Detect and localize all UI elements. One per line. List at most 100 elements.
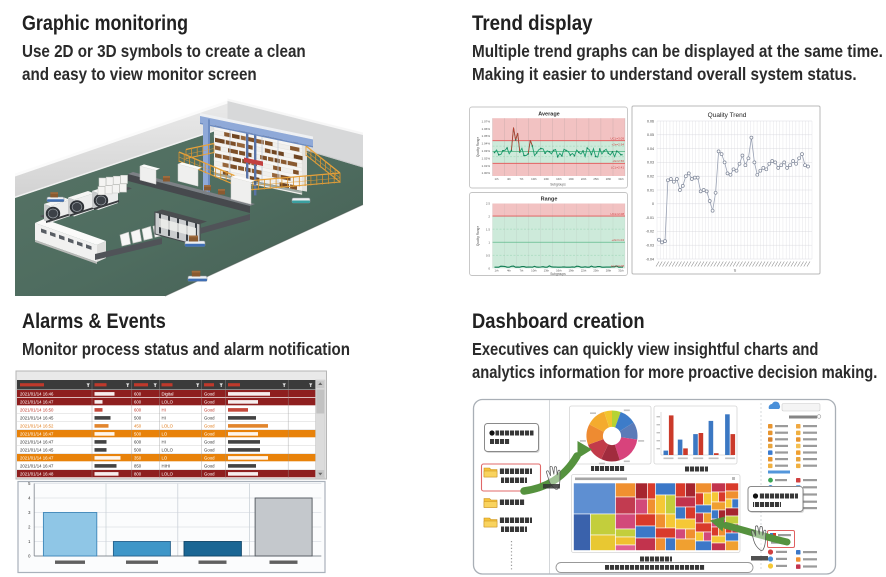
svg-text:22th: 22th (581, 269, 587, 273)
svg-text:Good: Good (204, 440, 215, 445)
svg-text:5: 5 (28, 481, 31, 486)
svg-text:2: 2 (28, 525, 31, 530)
svg-text:LO: LO (162, 456, 168, 461)
svg-text:HI: HI (162, 408, 166, 413)
svg-text:-0.03: -0.03 (646, 244, 654, 248)
svg-text:-0.04: -0.04 (646, 257, 654, 261)
svg-text:1: 1 (28, 539, 31, 544)
svg-text:LOLO: LOLO (162, 424, 174, 429)
svg-text:+2s=2.94: +2s=2.94 (611, 143, 624, 147)
svg-text:0.5: 0.5 (486, 254, 491, 258)
svg-text:31th: 31th (618, 269, 624, 273)
svg-text:0.01: 0.01 (647, 188, 654, 192)
svg-text:-0.01: -0.01 (646, 216, 654, 220)
svg-text:Subgroups: Subgroups (550, 183, 566, 187)
svg-text:1.02%: 1.02% (481, 156, 490, 160)
svg-text:16th: 16th (556, 177, 562, 181)
svg-text:800: 800 (134, 472, 142, 477)
svg-text:1th: 1th (495, 177, 499, 181)
svg-text:0.06: 0.06 (647, 119, 654, 123)
svg-text:Average: Average (538, 112, 560, 118)
svg-text:Good: Good (204, 400, 215, 405)
svg-text:1.5: 1.5 (486, 228, 491, 232)
svg-text:2021/01/14 16:47: 2021/01/14 16:47 (20, 456, 54, 461)
svg-text:4: 4 (28, 496, 31, 501)
svg-text:LCL=2.41: LCL=2.41 (611, 165, 624, 169)
svg-text:-0.02: -0.02 (646, 230, 654, 234)
svg-text:500: 500 (134, 432, 142, 437)
svg-text:2021/01/14 16:50: 2021/01/14 16:50 (20, 408, 54, 413)
svg-text:+2s=1.04: +2s=1.04 (611, 238, 624, 242)
svg-text:LOLO: LOLO (162, 448, 174, 453)
svg-text:LCL=0.08: LCL=0.08 (611, 264, 624, 268)
svg-text:UCL=2.08: UCL=2.08 (610, 212, 624, 216)
svg-text:7th: 7th (519, 269, 523, 273)
svg-text:0: 0 (488, 267, 490, 271)
svg-text:UCL=3.09: UCL=3.09 (610, 137, 624, 141)
svg-text:0.04: 0.04 (647, 147, 654, 151)
svg-text:2021/01/14 16:48: 2021/01/14 16:48 (20, 472, 54, 477)
svg-text:HI: HI (162, 416, 166, 421)
svg-text:1.01%: 1.01% (481, 164, 490, 168)
svg-text:500: 500 (134, 448, 142, 453)
svg-text:Good: Good (204, 392, 215, 397)
svg-text:0: 0 (652, 202, 654, 206)
svg-text:LOLO: LOLO (162, 400, 174, 405)
svg-text:2021/01/14 16:46: 2021/01/14 16:46 (20, 392, 54, 397)
svg-text:7th: 7th (519, 177, 523, 181)
svg-text:10th: 10th (531, 177, 537, 181)
svg-text:13th: 13th (544, 177, 550, 181)
svg-text:4th: 4th (507, 269, 511, 273)
svg-text:0: 0 (28, 554, 31, 559)
svg-text:Good: Good (204, 416, 215, 421)
svg-text:2021/01/14 16:47: 2021/01/14 16:47 (20, 464, 54, 469)
svg-text:10th: 10th (531, 269, 537, 273)
svg-text:2021/01/14 16:47: 2021/01/14 16:47 (20, 432, 54, 437)
svg-text:Good: Good (204, 464, 215, 469)
svg-text:850: 850 (134, 464, 142, 469)
svg-text:1.04%: 1.04% (481, 142, 490, 146)
svg-text:600: 600 (134, 392, 142, 397)
svg-text:Digital: Digital (162, 392, 174, 397)
svg-text:LO: LO (162, 432, 168, 437)
svg-text:450: 450 (134, 424, 142, 429)
svg-text:ts: ts (734, 269, 737, 273)
svg-text:Good: Good (204, 432, 215, 437)
svg-text:Subgroups: Subgroups (550, 272, 566, 276)
svg-text:600: 600 (134, 440, 142, 445)
svg-text:HI: HI (162, 440, 166, 445)
svg-text:2: 2 (488, 215, 490, 219)
svg-text:28th: 28th (606, 269, 612, 273)
svg-text:1.06%: 1.06% (481, 127, 490, 131)
svg-text:Quality Range: Quality Range (476, 226, 480, 246)
svg-text:2021/01/14 16:47: 2021/01/14 16:47 (20, 400, 54, 405)
svg-text:Quality Range: Quality Range (476, 137, 480, 157)
svg-text:2021/01/14 16:52: 2021/01/14 16:52 (20, 424, 54, 429)
svg-text:0.02: 0.02 (647, 175, 654, 179)
svg-text:1.00%: 1.00% (481, 171, 490, 175)
svg-text:600: 600 (134, 400, 142, 405)
svg-text:HIHI: HIHI (162, 464, 171, 469)
svg-text:Good: Good (204, 472, 215, 477)
svg-text:1.05%: 1.05% (481, 134, 490, 138)
svg-text:16th: 16th (556, 269, 562, 273)
svg-text:Range: Range (541, 197, 558, 203)
svg-text:2021/01/14 16:45: 2021/01/14 16:45 (20, 448, 54, 453)
svg-text:Good: Good (204, 456, 215, 461)
svg-text:600: 600 (134, 408, 142, 413)
svg-text:Good: Good (204, 424, 215, 429)
svg-text:25th: 25th (593, 269, 599, 273)
svg-text:2021/01/14 16:45: 2021/01/14 16:45 (20, 416, 54, 421)
svg-text:1th: 1th (495, 269, 499, 273)
svg-text:Quality Trend: Quality Trend (708, 112, 747, 119)
svg-text:3: 3 (28, 510, 31, 515)
svg-text:25th: 25th (593, 177, 599, 181)
svg-text:2021/01/14 16:47: 2021/01/14 16:47 (20, 440, 54, 445)
svg-text:19th: 19th (568, 177, 574, 181)
svg-text:LOLO: LOLO (162, 472, 174, 477)
svg-text:1: 1 (488, 241, 490, 245)
svg-text:4th: 4th (507, 177, 511, 181)
svg-text:-2s=2.56: -2s=2.56 (612, 159, 624, 163)
svg-text:1.07%: 1.07% (481, 119, 490, 123)
svg-text:1.03%: 1.03% (481, 149, 490, 153)
